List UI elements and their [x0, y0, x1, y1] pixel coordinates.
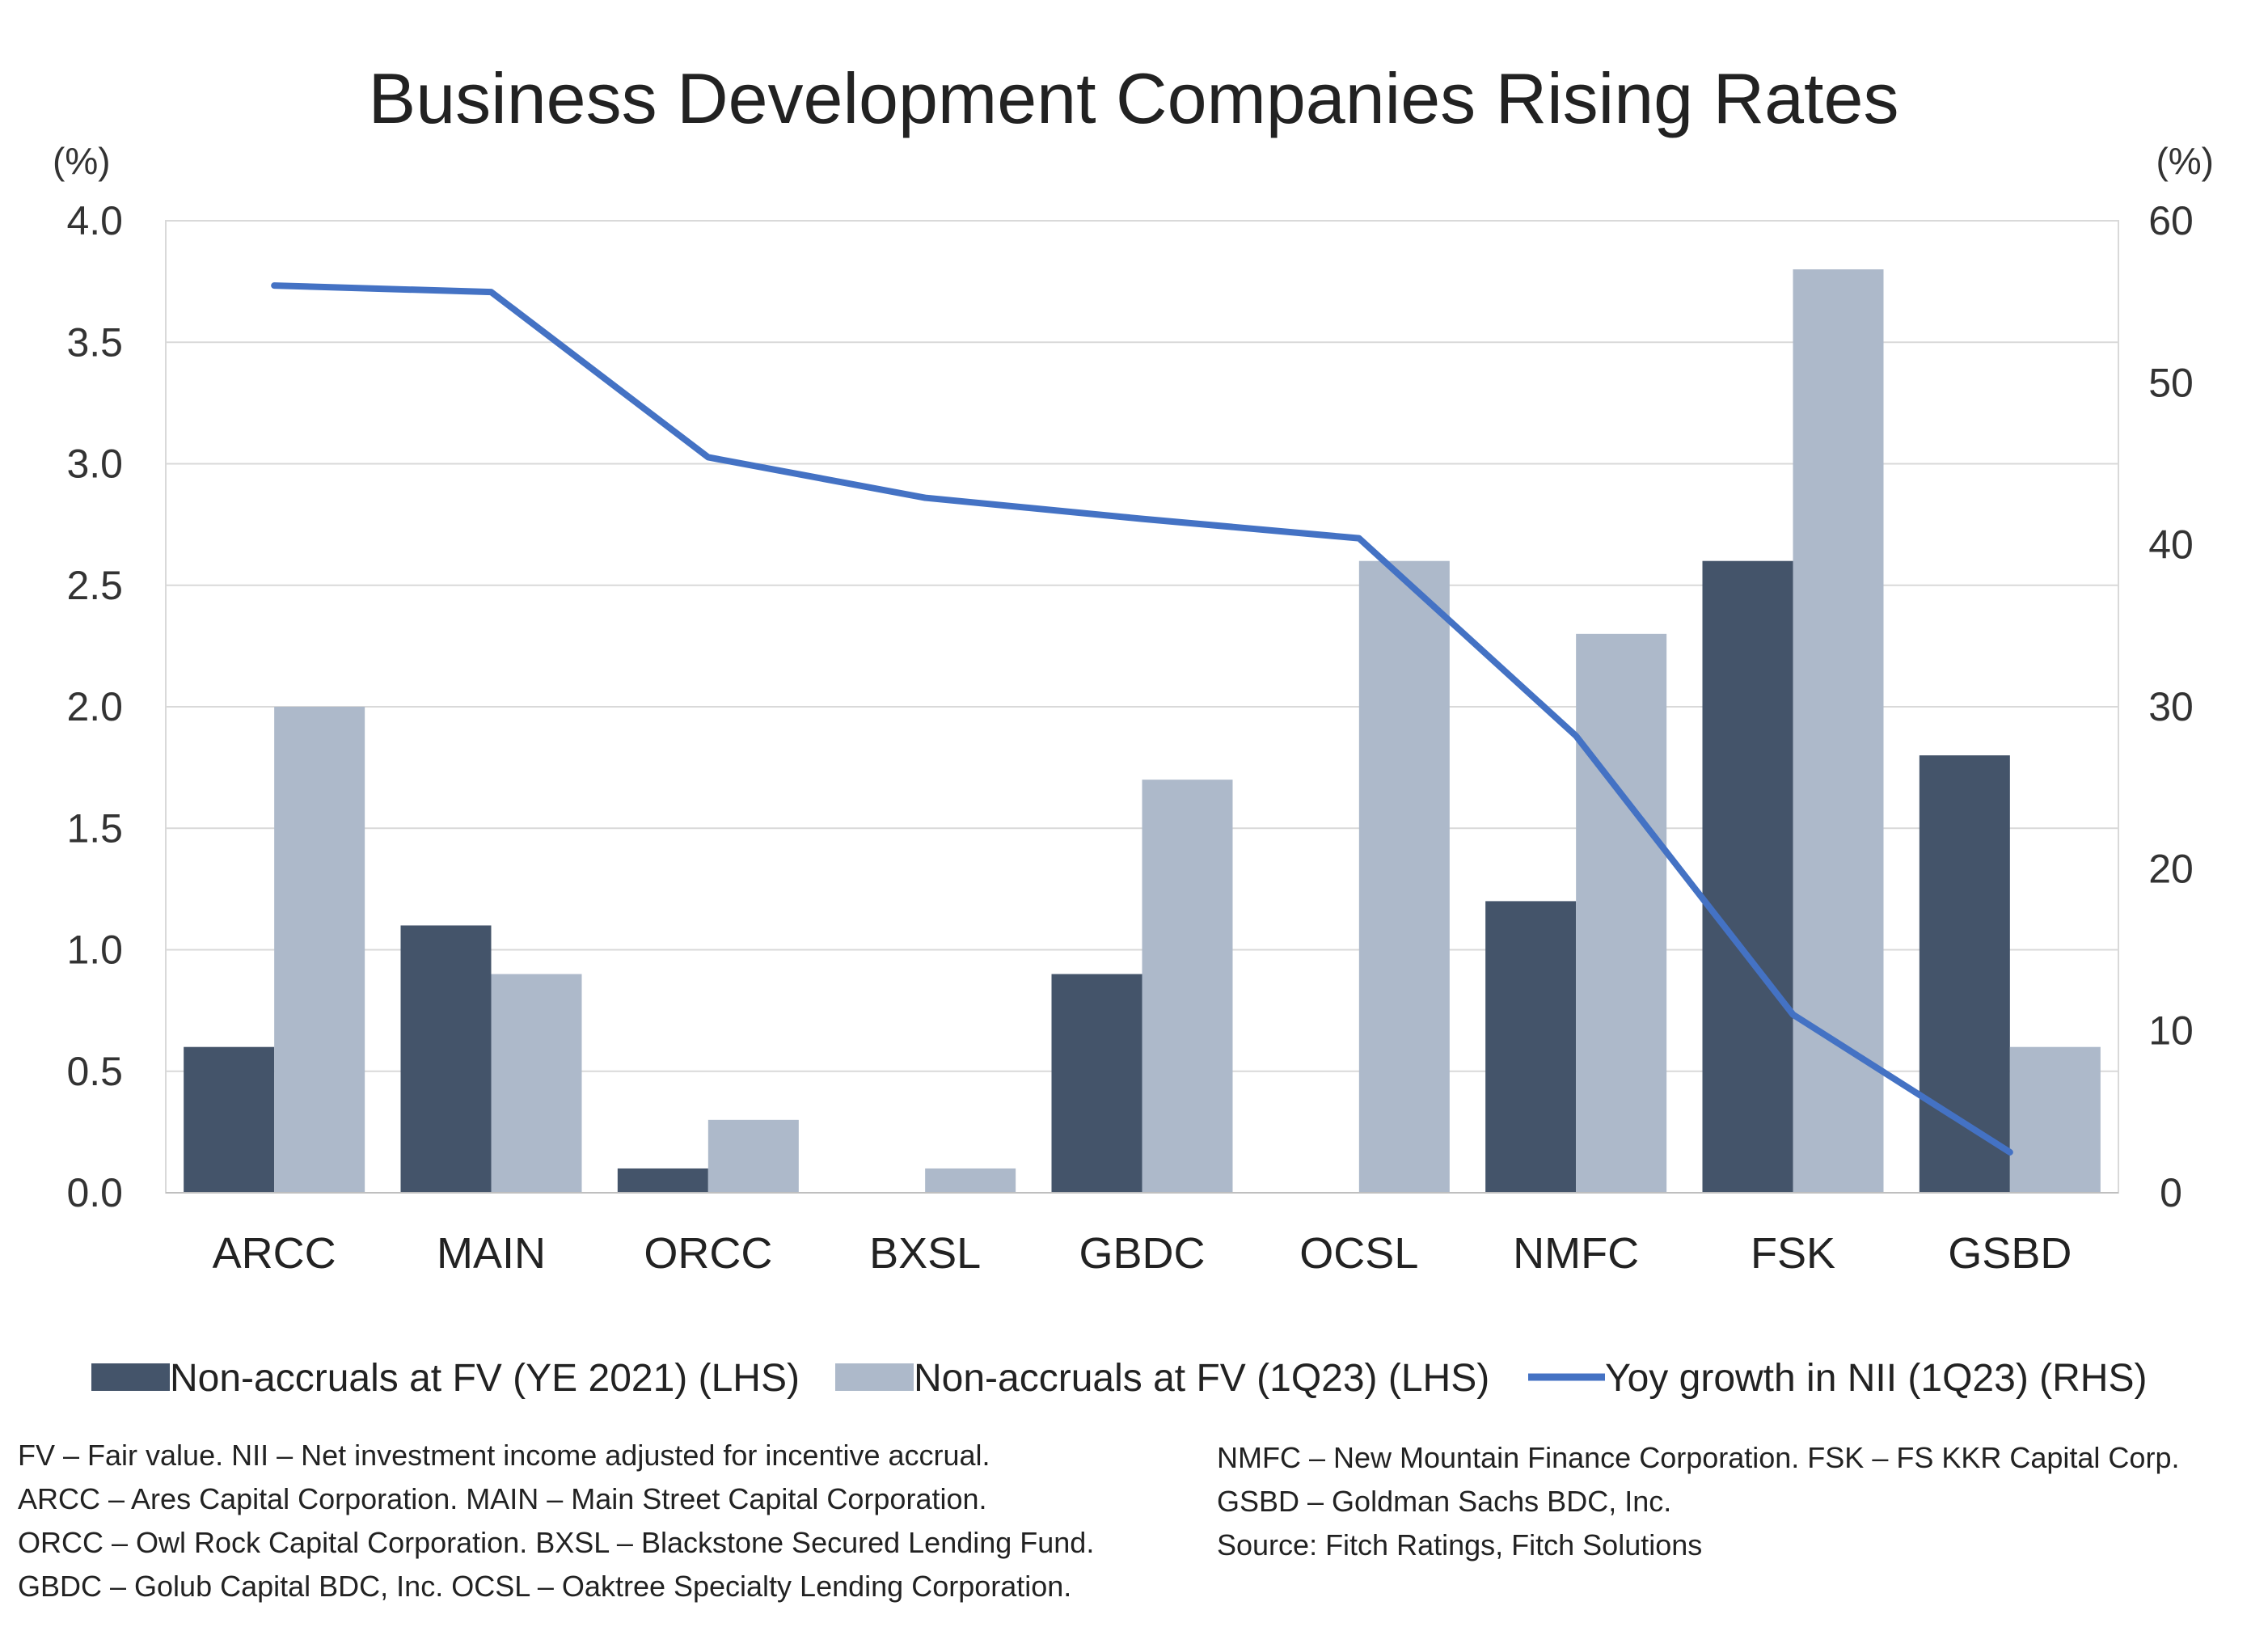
bar-orcc-ye2021: [617, 1168, 708, 1193]
category-label: GBDC: [1079, 1229, 1205, 1278]
category-label: OCSL: [1299, 1229, 1418, 1278]
bar-orcc-1q23: [707, 1119, 799, 1193]
line-layer: [271, 282, 2013, 1156]
footnote-line: FV – Fair value. NII – Net investment in…: [18, 1439, 990, 1472]
legend-label-1q23: Non-accruals at FV (1Q23) (LHS): [914, 1357, 1489, 1400]
left-axis-ticks: 0.0 0.5 1.0 1.5 2.0 2.5 3.0 3.5 4.0: [66, 198, 123, 1215]
chart-title: Business Development Companies Rising Ra…: [369, 58, 1899, 138]
footnote-line: GBDC – Golub Capital BDC, Inc. OCSL – Oa…: [18, 1570, 1072, 1603]
bar-ocsl-1q23: [1358, 560, 1450, 1193]
bar-fsk-ye2021: [1702, 560, 1793, 1193]
left-tick-label: 3.5: [66, 319, 123, 365]
footnote-line: ORCC – Owl Rock Capital Corporation. BXS…: [18, 1526, 1095, 1559]
legend: Non-accruals at FV (YE 2021) (LHS) Non-a…: [91, 1357, 2147, 1400]
left-tick-label: 2.0: [66, 684, 123, 729]
left-tick-label: 2.5: [66, 563, 123, 608]
plot-area: [165, 220, 2119, 1194]
bar-main-ye2021: [400, 925, 492, 1193]
footnotes-left: FV – Fair value. NII – Net investment in…: [18, 1434, 1094, 1608]
right-tick-label: 20: [2148, 846, 2194, 891]
bar-arcc-1q23: [274, 707, 365, 1193]
left-tick-label: 0.0: [66, 1170, 123, 1215]
bar-fsk-1q23: [1793, 269, 1884, 1194]
footnote-line: ARCC – Ares Capital Corporation. MAIN – …: [18, 1482, 987, 1515]
bar-gbdc-ye2021: [1051, 974, 1142, 1193]
right-tick-label: 40: [2148, 522, 2194, 568]
category-label: BXSL: [869, 1229, 981, 1278]
right-tick-label: 0: [2160, 1170, 2182, 1215]
bar-gbdc-1q23: [1142, 780, 1233, 1193]
right-tick-label: 10: [2148, 1008, 2194, 1054]
right-tick-label: 30: [2148, 684, 2194, 729]
footnote-line: GSBD – Goldman Sachs BDC, Inc.: [1217, 1485, 1672, 1518]
category-label: ORCC: [644, 1229, 772, 1278]
category-label: MAIN: [437, 1229, 546, 1278]
bars: [184, 269, 2101, 1194]
category-label: FSK: [1751, 1229, 1835, 1278]
left-tick-label: 1.0: [66, 928, 123, 973]
footnotes-right: NMFC – New Mountain Finance Corporation.…: [1217, 1436, 2179, 1567]
bar-gsbd-1q23: [2009, 1046, 2101, 1193]
legend-swatch-ye2021: [91, 1363, 170, 1391]
right-axis-unit: (%): [2156, 140, 2214, 182]
category-label: GSBD: [1948, 1229, 2072, 1278]
category-label: ARCC: [213, 1229, 336, 1278]
bar-main-1q23: [491, 974, 582, 1193]
category-label: NMFC: [1513, 1229, 1639, 1278]
legend-label-nii: Yoy growth in NII (1Q23) (RHS): [1605, 1357, 2147, 1400]
left-tick-label: 4.0: [66, 198, 123, 243]
legend-swatch-1q23: [835, 1363, 914, 1391]
footnote-line: NMFC – New Mountain Finance Corporation.…: [1217, 1441, 2180, 1474]
left-tick-label: 1.5: [66, 805, 123, 851]
right-axis-ticks: 0 10 20 30 40 50 60: [2148, 198, 2194, 1215]
source-note: Source: Fitch Ratings, Fitch Solutions: [1217, 1528, 1703, 1561]
bar-nmfc-ye2021: [1485, 901, 1577, 1193]
right-tick-label: 60: [2148, 198, 2194, 243]
left-axis-unit: (%): [53, 140, 111, 182]
chart: Business Development Companies Rising Ra…: [53, 58, 2214, 1400]
category-labels: ARCC MAIN ORCC BXSL GBDC OCSL NMFC FSK GSBD: [213, 1229, 2072, 1278]
left-tick-label: 3.0: [66, 442, 123, 487]
left-tick-label: 0.5: [66, 1049, 123, 1094]
bar-nmfc-1q23: [1576, 633, 1667, 1193]
right-tick-label: 50: [2148, 360, 2194, 405]
legend-label-ye2021: Non-accruals at FV (YE 2021) (LHS): [170, 1357, 800, 1400]
bar-arcc-ye2021: [184, 1046, 275, 1193]
bar-bxsl-1q23: [925, 1168, 1016, 1193]
